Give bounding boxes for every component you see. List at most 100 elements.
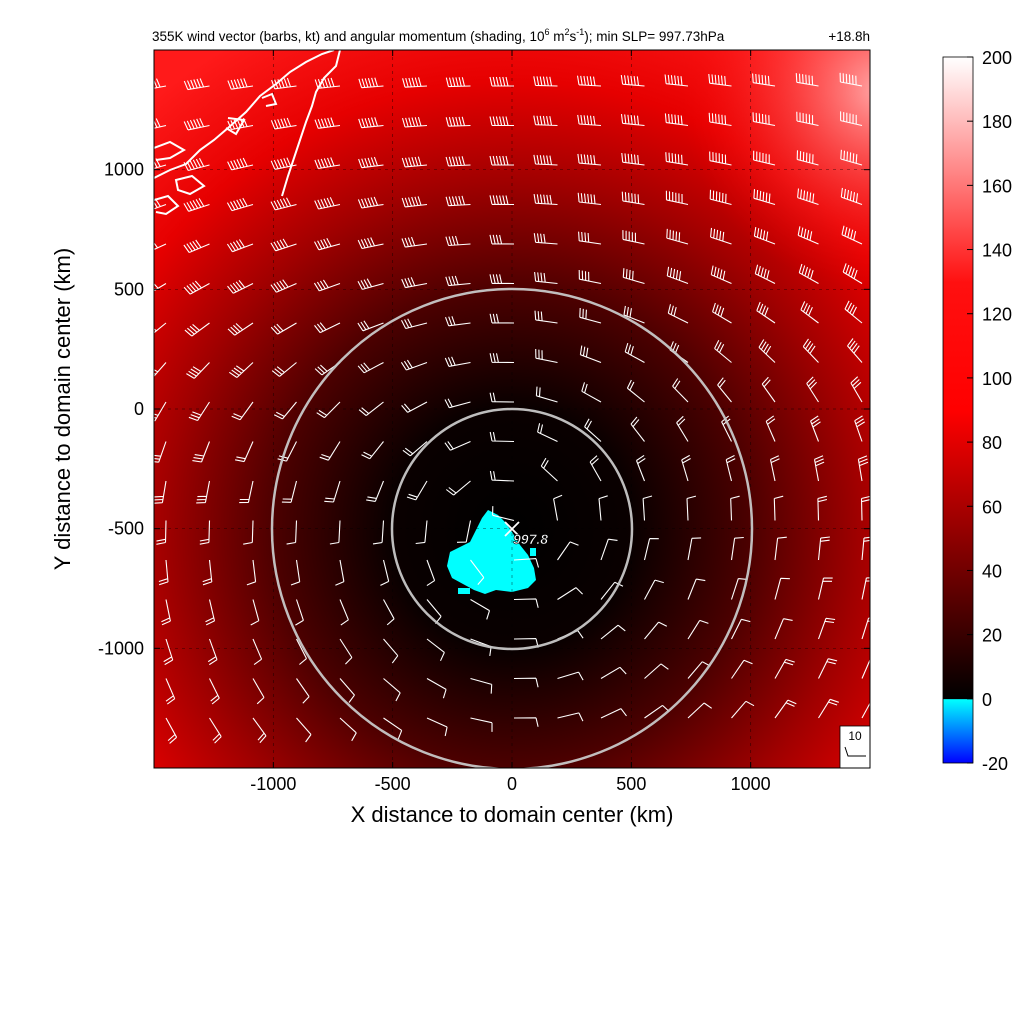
wind-barb <box>774 577 790 600</box>
wind-barb <box>183 280 210 295</box>
colorbar-tick-label: 140 <box>982 241 1012 261</box>
wind-barb <box>163 638 174 666</box>
wind-barb <box>797 226 819 245</box>
wind-barb <box>818 658 838 679</box>
wind-barb <box>250 599 260 626</box>
wind-barb <box>797 188 819 206</box>
x-tick-label: 0 <box>507 774 517 794</box>
wind-barb <box>774 699 797 719</box>
wind-barb <box>630 416 645 442</box>
wind-barb <box>489 155 514 166</box>
wind-barb <box>710 265 732 285</box>
colorbar-tick-label: 0 <box>982 690 992 710</box>
x-tick-label: -500 <box>375 774 411 794</box>
wind-barb <box>183 118 210 131</box>
wind-barb <box>839 72 863 87</box>
wind-barb <box>861 536 870 561</box>
wind-barb <box>774 618 793 640</box>
wind-barb <box>357 320 384 332</box>
wind-barb <box>445 480 471 496</box>
wind-barb <box>286 520 298 545</box>
wind-barb <box>589 455 602 482</box>
colorbar-tick-label: 200 <box>982 48 1012 68</box>
wind-barb <box>207 638 218 666</box>
wind-barb <box>622 268 645 285</box>
wind-barb <box>687 537 702 561</box>
wind-barb <box>861 658 870 679</box>
wind-barb <box>676 415 689 442</box>
wind-barb <box>635 454 646 482</box>
wind-barb <box>754 264 776 284</box>
wind-barb <box>252 638 263 666</box>
y-tick-label: -500 <box>108 519 144 539</box>
wind-barb <box>577 153 602 166</box>
wind-barb <box>199 520 211 545</box>
colorbar-tick-label: -20 <box>982 754 1008 774</box>
wind-barb <box>470 717 493 732</box>
wind-barb <box>576 75 602 87</box>
colorbar-ticks: -20 0 20 40 60 80 100 120 140 160 180 200 <box>967 48 1012 774</box>
barb-reference-label: 10 <box>848 729 862 743</box>
wind-barb <box>774 536 787 561</box>
wind-barb <box>620 114 645 127</box>
wind-barb <box>358 77 384 89</box>
range-rings <box>270 287 754 768</box>
wind-barb <box>621 152 645 166</box>
wind-barb <box>329 520 341 545</box>
wind-barb <box>401 236 428 248</box>
wind-barb <box>383 717 403 740</box>
wind-barb <box>227 322 254 336</box>
wind-barb <box>643 538 659 561</box>
wind-barb <box>686 495 697 521</box>
wind-barb <box>400 359 428 371</box>
wind-barb <box>270 117 297 130</box>
wind-barb <box>401 196 428 208</box>
wind-barb <box>800 301 819 324</box>
wind-barb <box>577 114 602 127</box>
barb-reference-box: 10 <box>839 725 870 768</box>
min-slp-label: 997.8 <box>513 531 548 547</box>
wind-barb <box>796 150 819 166</box>
wind-barb <box>557 541 579 561</box>
wind-barb <box>445 116 471 127</box>
wind-barb <box>810 415 821 442</box>
storm-center-marker: 997.8 <box>504 521 549 547</box>
wind-barb <box>401 277 428 289</box>
wind-barb <box>681 454 691 482</box>
wind-barb <box>154 118 167 129</box>
wind-barb <box>644 663 669 679</box>
wind-barb <box>725 455 736 482</box>
colorbar-tick-label: 20 <box>982 626 1002 646</box>
wind-barb <box>513 558 540 568</box>
wind-barb <box>489 431 515 443</box>
wind-barb <box>314 197 341 210</box>
wind-barb <box>383 638 399 664</box>
wind-barb <box>290 559 301 586</box>
wind-barb <box>316 401 341 419</box>
wind-barb <box>228 362 254 378</box>
wind-barb <box>270 279 297 293</box>
wind-barb <box>842 263 863 284</box>
wind-barb <box>769 455 780 482</box>
y-tick-label: -1000 <box>98 638 144 658</box>
wind-barb <box>227 117 254 131</box>
wind-barb <box>154 198 167 210</box>
wind-barb <box>252 678 265 705</box>
wind-barb <box>665 152 689 166</box>
wind-barb <box>666 228 689 245</box>
wind-barb <box>578 269 602 285</box>
wind-barb <box>226 239 254 253</box>
wind-barb <box>489 313 515 324</box>
wind-barb <box>861 577 870 600</box>
wind-barb <box>806 376 819 403</box>
wind-barb <box>445 195 471 207</box>
wind-barb <box>860 495 870 521</box>
wind-barb <box>296 678 310 704</box>
wind-barb <box>227 157 254 171</box>
wind-barb <box>847 338 863 363</box>
wind-barb <box>513 677 539 688</box>
wind-barb <box>533 76 558 87</box>
wind-barb <box>840 187 863 206</box>
wind-barb <box>158 559 169 586</box>
